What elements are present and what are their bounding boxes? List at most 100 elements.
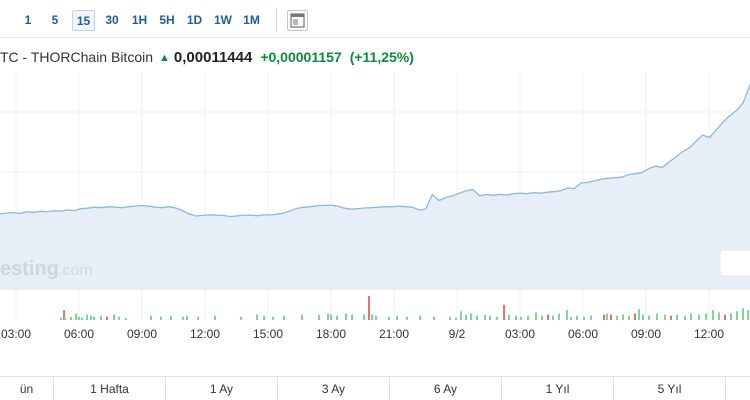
chart-toolbar: 1 5 15 30 1H 5H 1D 1W 1M (0, 0, 750, 38)
x-tick-label: 09:00 (127, 327, 157, 341)
range-selector: ün 1 Hafta 1 Ay 3 Ay 6 Ay 1 Yıl 5 Yıl (0, 376, 750, 400)
volume-bar (570, 316, 572, 320)
arrow-up-icon: ▲ (159, 52, 170, 64)
volume-bar (86, 314, 88, 320)
price-change-percent: (+11,25%) (349, 49, 414, 65)
price-change: +0,00001157 (260, 49, 342, 65)
x-tick-label: 21:00 (379, 327, 409, 341)
volume-bar (656, 313, 658, 320)
last-price: 0,00011444 (173, 49, 253, 66)
volume-bar (433, 316, 435, 320)
volume-bar (590, 315, 592, 320)
watermark-text: esting (0, 258, 59, 280)
timeframe-1h[interactable]: 1H (131, 13, 148, 27)
volume-bar (449, 316, 451, 320)
volume-bar (214, 315, 216, 320)
volume-bar (610, 314, 612, 320)
volume-bar (301, 314, 303, 320)
timeframe-5h[interactable]: 5H (159, 13, 175, 27)
volume-bar (730, 313, 732, 320)
volume-bar (160, 316, 162, 320)
volume-bar (718, 312, 720, 320)
volume-bar (712, 310, 714, 320)
volume-bar (705, 313, 707, 320)
range-3-months[interactable]: 3 Ay (278, 377, 390, 400)
volume-bar (465, 314, 467, 320)
volume-bar (93, 316, 95, 320)
volume-bar (648, 315, 650, 320)
volume-bar (113, 314, 115, 320)
volume-bar (496, 316, 498, 320)
volume-bar (240, 316, 242, 320)
volume-bar (263, 315, 265, 320)
toolbar-divider (276, 9, 277, 32)
volume-bar (330, 314, 332, 320)
volume-bar (256, 314, 258, 320)
timeframe-5[interactable]: 5 (51, 13, 59, 27)
range-1-day[interactable]: ün (0, 377, 54, 400)
volume-bar (736, 311, 738, 320)
timeframe-1m[interactable]: 1M (243, 13, 260, 27)
volume-bar (375, 315, 377, 320)
timeframe-1[interactable]: 1 (24, 13, 32, 27)
x-tick-label: 18:00 (316, 327, 346, 341)
volume-bar (527, 315, 529, 320)
volume-bar (664, 314, 666, 320)
volume-bar (724, 314, 726, 320)
x-tick-label: 03:00 (1, 327, 31, 341)
volume-bar (336, 315, 338, 320)
volume-bar (368, 296, 370, 320)
volume-bar (606, 313, 608, 320)
volume-bar (508, 314, 510, 320)
timeframe-1d[interactable]: 1D (186, 13, 203, 27)
volume-bar (406, 316, 408, 320)
timeframe-30[interactable]: 30 (105, 13, 119, 27)
volume-bar (81, 317, 83, 320)
timeframe-1w[interactable]: 1W (214, 13, 232, 27)
range-1-week[interactable]: 1 Hafta (54, 377, 166, 400)
x-tick-label: 06:00 (64, 327, 94, 341)
volume-bar (676, 314, 678, 320)
volume-bar (327, 313, 329, 320)
x-tick-label: 12:00 (190, 327, 220, 341)
range-1-year[interactable]: 1 Yıl (502, 377, 614, 400)
range-1-month[interactable]: 1 Ay (166, 377, 278, 400)
volume-bar (64, 317, 66, 320)
volume-bar (125, 317, 127, 320)
volume-bar (345, 313, 347, 320)
volume-bar (186, 315, 188, 320)
price-line (0, 84, 750, 218)
timeframe-15[interactable]: 15 (72, 10, 95, 31)
volume-bar (455, 317, 457, 320)
volume-bar (670, 315, 672, 320)
volume-bar (484, 314, 486, 320)
volume-bar (603, 314, 605, 320)
price-chart[interactable]: esting .com 03:00 06:00 09:00 12:00 15:00 18:… (0, 72, 750, 347)
volume-bar (60, 317, 62, 320)
volume-bar (100, 315, 102, 320)
x-tick-label: 09:00 (631, 327, 661, 341)
volume-bar (419, 315, 421, 320)
volume-bar (634, 313, 636, 320)
volume-bar (363, 314, 365, 320)
range-5-years[interactable]: 5 Yıl (614, 377, 726, 400)
chart-scroll-handle[interactable] (719, 249, 750, 277)
volume-bar (690, 313, 692, 320)
volume-bar (535, 312, 537, 320)
volume-bar (470, 313, 472, 320)
volume-bar (558, 313, 560, 320)
x-tick-label: 15:00 (253, 327, 283, 341)
range-6-months[interactable]: 6 Ay (390, 377, 502, 400)
volume-bar (616, 315, 618, 320)
chart-layout-icon[interactable] (287, 10, 308, 31)
volume-bar (541, 315, 543, 320)
volume-bar (489, 315, 491, 320)
volume-bar (318, 314, 320, 320)
volume-bar (698, 314, 700, 320)
volume-bar (622, 314, 624, 320)
volume-bar (503, 304, 505, 320)
volume-bar (576, 315, 578, 320)
x-tick-label: 06:00 (568, 327, 598, 341)
volume-bar (388, 316, 390, 320)
volume-bar (78, 316, 80, 320)
